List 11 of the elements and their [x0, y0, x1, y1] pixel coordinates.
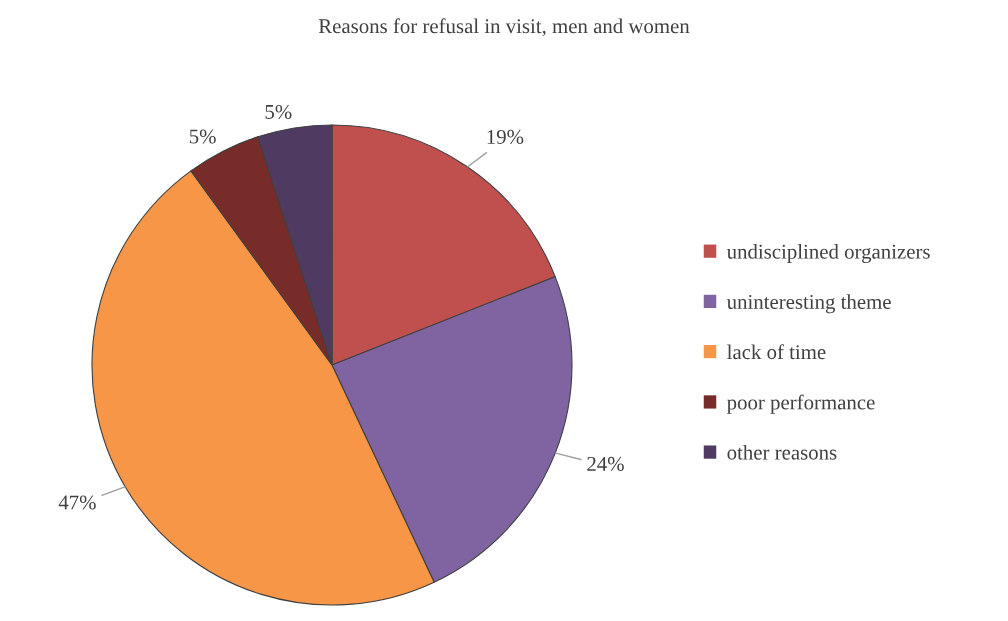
legend-label: uninteresting theme: [726, 294, 891, 314]
legend-label: poor performance: [727, 394, 875, 414]
legend-label: other reasons: [727, 444, 837, 460]
legend-label: lack of time: [727, 344, 826, 360]
data-label: 19%: [487, 129, 524, 144]
data-label: 24%: [587, 456, 624, 471]
legend-label: undisciplined organizers: [726, 244, 930, 264]
data-label: 5%: [265, 104, 292, 120]
data-label: 5%: [189, 129, 216, 144]
chart-title: Reasons for refusal in visit, men and women: [318, 18, 690, 37]
data-label: 47%: [58, 495, 96, 510]
